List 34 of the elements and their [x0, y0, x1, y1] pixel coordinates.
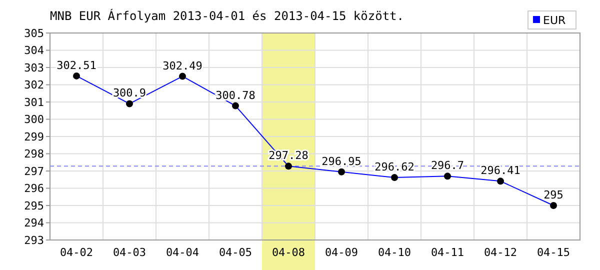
data-label: 296.7: [430, 159, 464, 172]
x-tick-label: 04-11: [430, 246, 464, 259]
x-tick-label: 04-15: [536, 246, 570, 259]
data-label: 296.62: [374, 160, 414, 174]
y-tick-label: 294: [24, 216, 44, 230]
x-tick-label: 04-08: [272, 246, 306, 259]
y-tick-label: 299: [24, 130, 44, 144]
x-tick-label: 04-03: [112, 246, 146, 259]
data-label: 300.78: [216, 88, 256, 102]
y-tick-label: 293: [24, 234, 44, 247]
chart-title: MNB EUR Árfolyam 2013-04-01 és 2013-04-15 között.: [50, 8, 404, 23]
x-tick-label: 04-05: [218, 246, 252, 259]
y-tick-label: 302: [24, 78, 44, 92]
data-label: 302.49: [162, 59, 202, 72]
data-label: 302.51: [56, 58, 96, 72]
x-tick-label: 04-09: [324, 246, 358, 259]
y-tick-label: 305: [24, 26, 44, 40]
y-tick-label: 298: [24, 148, 44, 161]
x-tick-label: 04-12: [484, 246, 518, 259]
y-tick-label: 300: [24, 113, 44, 126]
y-tick-label: 296: [24, 182, 44, 196]
x-tick-label: 04-02: [60, 246, 94, 259]
data-label: 300.9: [112, 86, 146, 100]
data-label: 296.95: [322, 154, 362, 168]
x-tick-label: 04-10: [378, 246, 412, 259]
y-tick-label: 303: [24, 61, 44, 74]
y-tick-label: 304: [24, 44, 44, 58]
x-tick-label: 04-04: [166, 246, 200, 259]
y-tick-label: 301: [24, 96, 44, 109]
data-label: 296.41: [480, 164, 520, 178]
y-tick-label: 295: [24, 199, 44, 212]
data-label: 295: [544, 188, 564, 202]
y-tick-label: 297: [24, 164, 44, 178]
legend-label: EUR: [543, 14, 566, 27]
